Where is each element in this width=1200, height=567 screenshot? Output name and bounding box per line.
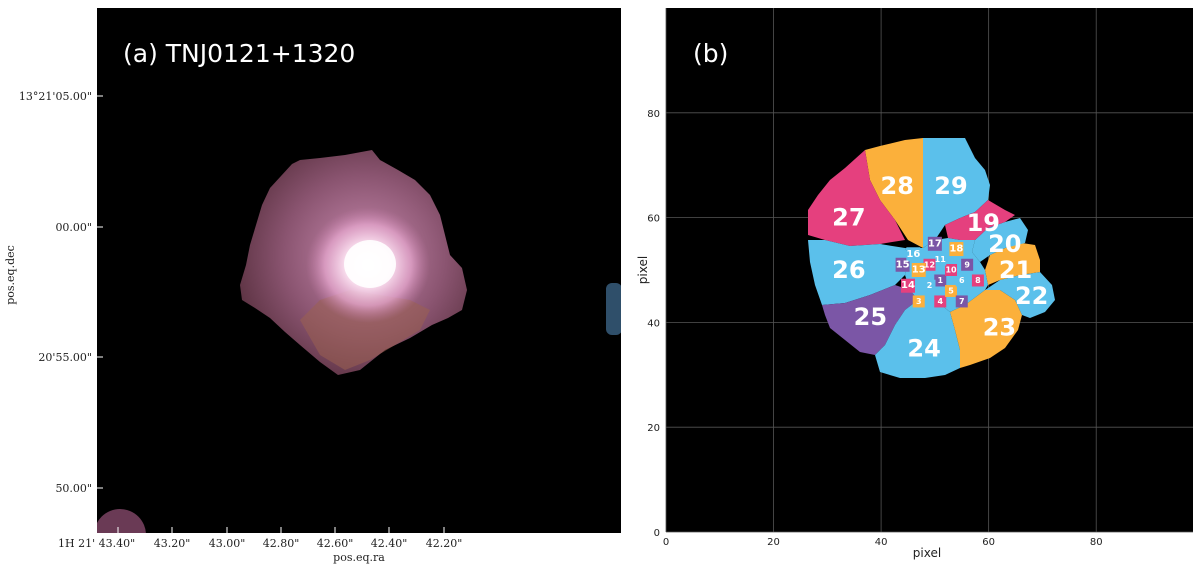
bin-region-21	[985, 243, 1040, 285]
bin-region-28	[865, 138, 923, 248]
bin-region-24	[875, 300, 960, 378]
bin-label-18: 18	[949, 244, 963, 255]
bin-marker-3	[912, 295, 925, 308]
panel-a-ytick-label: 50.00"	[55, 482, 92, 495]
panel-b-xtick-label: 20	[767, 537, 780, 548]
bin-label-23: 23	[983, 314, 1016, 342]
bin-region-29	[923, 138, 990, 248]
panel-b-ytick-label: 60	[647, 214, 660, 225]
panel-a-ylabel: pos.eq.dec	[4, 245, 17, 305]
bin-label-27: 27	[832, 204, 865, 232]
panel-b-label: (b)	[693, 39, 728, 68]
panel-b-ytick-label: 40	[647, 318, 660, 329]
panel-b-xtick-label: 80	[1090, 537, 1103, 548]
panel-b-x-ticks: 0 20 40 60 80	[663, 537, 1103, 548]
panel-a-xtick-label: 42.80"	[263, 537, 300, 550]
bin-label-11: 11	[935, 255, 947, 264]
bin-label-13: 13	[912, 265, 926, 276]
bin-marker-11	[934, 253, 947, 266]
bin-label-8: 8	[975, 276, 981, 285]
panel-a-xlabel: pos.eq.ra	[333, 551, 385, 564]
bin-label-24: 24	[907, 335, 940, 363]
bin-label-26: 26	[832, 256, 865, 284]
bin-marker-18	[949, 242, 964, 257]
bin-marker-12	[923, 258, 936, 271]
bin-label-9: 9	[964, 260, 970, 269]
bin-marker-8	[971, 274, 984, 287]
bin-marker-7	[955, 295, 968, 308]
bin-label-17: 17	[928, 238, 942, 249]
voronoi-bins	[808, 138, 1055, 378]
bin-label-22: 22	[1015, 282, 1048, 310]
bin-marker-15	[895, 257, 910, 272]
panel-a-xtick-label: 1H 21' 43.40"	[58, 537, 135, 550]
bin-marker-17	[927, 236, 942, 251]
bin-label-29: 29	[934, 172, 967, 200]
panel-b-xtick-label: 0	[663, 537, 669, 548]
bin-label-3: 3	[916, 297, 922, 306]
bin-label-6: 6	[959, 276, 965, 285]
bin-marker-13	[911, 263, 926, 277]
bin-marker-5	[945, 284, 958, 297]
panel-b-ytick-label: 0	[654, 528, 660, 539]
bin-marker-14	[900, 278, 915, 293]
panel-b-ytick-label: 80	[647, 109, 660, 120]
bin-label-10: 10	[945, 266, 957, 275]
bin-marker-9	[961, 258, 974, 271]
panel-a-xtick-label: 43.20"	[154, 537, 191, 550]
bin-label-7: 7	[959, 297, 965, 306]
bin-marker-10	[945, 264, 958, 276]
panel-a-ytick-label: 13°21'05.00"	[19, 90, 92, 103]
bin-region-23	[950, 290, 1022, 368]
bin-label-2: 2	[927, 281, 933, 290]
bin-label-28: 28	[881, 172, 914, 200]
bin-region-19	[945, 200, 1015, 240]
edge-source-right	[606, 283, 621, 335]
corner-source-bottom-left	[97, 509, 146, 533]
panel-a-xtick-label: 42.20"	[426, 537, 463, 550]
bin-label-14: 14	[901, 280, 915, 291]
bin-region-26	[808, 240, 910, 305]
panel-a-x-ticks: 1H 21' 43.40" 43.20" 43.00" 42.80" 42.60" 42.…	[58, 527, 462, 550]
bin-label-1: 1	[937, 276, 943, 285]
bin-label-4: 4	[937, 297, 943, 306]
bin-marker-16	[906, 247, 921, 262]
panel-a-xtick-label: 43.00"	[209, 537, 246, 550]
nebula-center	[344, 240, 396, 288]
panel-a-y-ticks: 13°21'05.00" 00.00" 20'55.00" 50.00"	[19, 90, 103, 495]
bin-label-20: 20	[988, 230, 1021, 258]
panel-b-xlabel: pixel	[913, 546, 941, 560]
bin-region-27	[808, 150, 905, 246]
bin-region-20	[972, 218, 1028, 262]
bin-marker-2	[923, 279, 936, 292]
panel-a-ytick-label: 00.00"	[55, 221, 92, 234]
bin-marker-6	[955, 274, 968, 287]
panel-b-xtick-label: 60	[982, 537, 995, 548]
bin-marker-1	[934, 274, 947, 287]
bin-region-22	[985, 272, 1055, 318]
bin-label-15: 15	[896, 259, 910, 270]
bin-region-25	[822, 285, 918, 355]
panel-b-ylabel: pixel	[636, 256, 650, 284]
bin-label-25: 25	[854, 303, 887, 331]
panel-b-ytick-label: 20	[647, 423, 660, 434]
panel-a-xtick-label: 42.40"	[371, 537, 408, 550]
panel-b-bin-markers	[895, 236, 984, 308]
panel-a-ytick-label: 20'55.00"	[38, 351, 92, 364]
panel-a-label: (a) TNJ0121+1320	[123, 39, 355, 68]
bin-marker-4	[934, 295, 947, 308]
panel-a: (a) TNJ0121+1320 13°21'05.00" 00.00" 20'55…	[4, 8, 621, 564]
bin-label-12: 12	[924, 260, 935, 269]
bin-label-19: 19	[967, 209, 1000, 237]
panel-b-xtick-label: 40	[875, 537, 888, 548]
bin-label-21: 21	[999, 256, 1032, 284]
bin-label-16: 16	[906, 249, 920, 260]
bin-label-5: 5	[948, 286, 954, 295]
panel-a-xtick-label: 42.60"	[317, 537, 354, 550]
panel-b-y-ticks: 0 20 40 60 80	[647, 109, 660, 539]
